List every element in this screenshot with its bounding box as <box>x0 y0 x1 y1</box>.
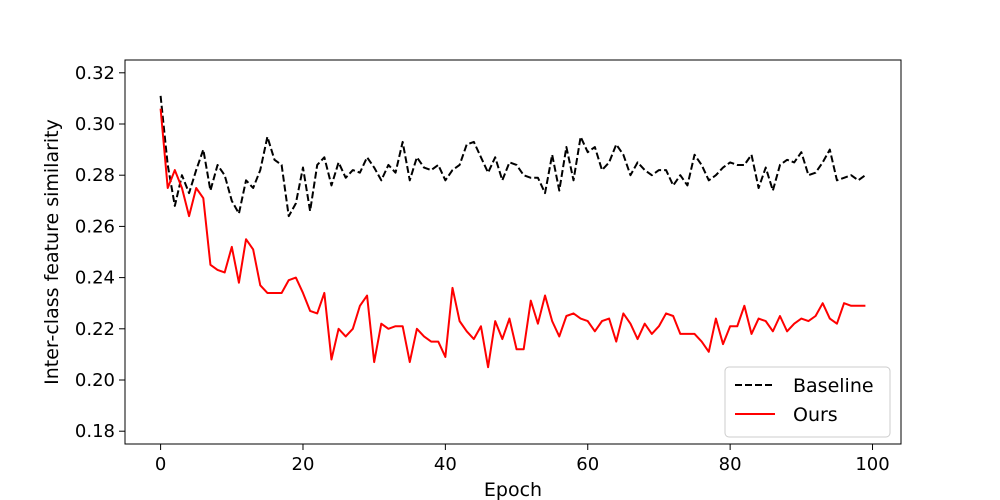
x-tick-label: 40 <box>434 454 457 475</box>
y-axis-label: Inter-class feature similarity <box>41 119 63 385</box>
x-axis: 0 20 40 60 80 100 <box>155 444 890 475</box>
x-tick-label: 20 <box>292 454 315 475</box>
y-tick-label: 0.32 <box>75 63 115 84</box>
y-tick-label: 0.28 <box>75 165 115 186</box>
y-tick-label: 0.20 <box>75 370 115 391</box>
plot-frame <box>124 59 902 445</box>
legend: Baseline Ours <box>724 366 891 438</box>
y-axis: 0.18 0.20 0.22 0.24 0.26 0.28 0.30 0.32 <box>75 63 125 442</box>
x-tick-label: 80 <box>719 454 742 475</box>
x-tick-label: 0 <box>155 454 166 475</box>
y-tick-label: 0.24 <box>75 268 115 289</box>
series-line-ours <box>159 108 866 369</box>
y-tick-label: 0.22 <box>75 319 115 340</box>
series-layer <box>159 95 866 369</box>
x-tick-label: 100 <box>855 454 889 475</box>
x-tick-label: 60 <box>576 454 599 475</box>
y-tick-label: 0.30 <box>75 114 115 135</box>
y-tick-label: 0.18 <box>75 421 115 442</box>
legend-label-ours: Ours <box>793 404 838 426</box>
legend-label-baseline: Baseline <box>793 375 874 397</box>
y-tick-label: 0.26 <box>75 216 115 237</box>
series-line-baseline <box>159 95 866 218</box>
x-axis-label: Epoch <box>484 479 542 500</box>
